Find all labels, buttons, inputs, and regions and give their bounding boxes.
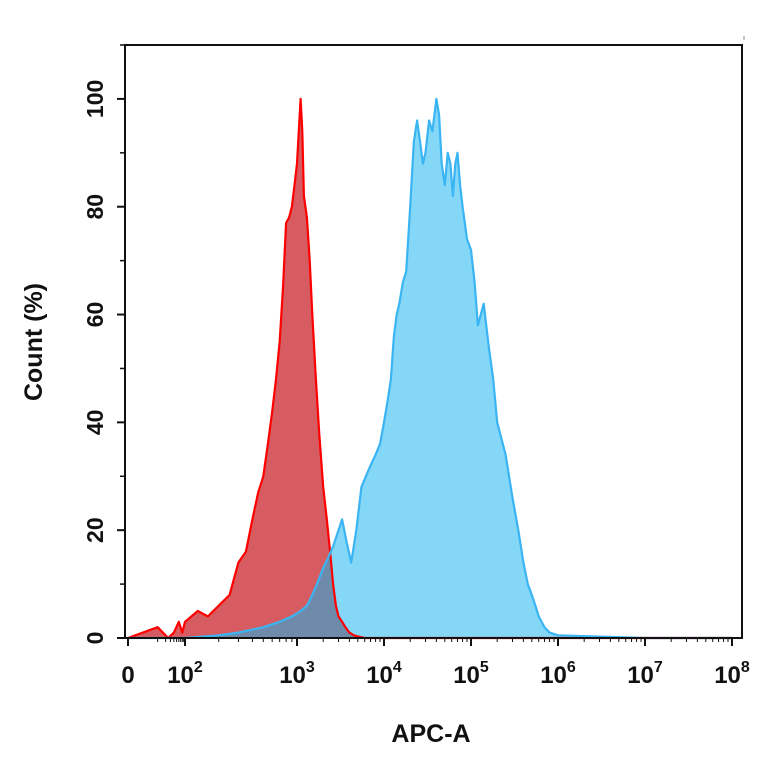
y-tick-label: 100 (82, 80, 108, 118)
x-tick-label: 104 (366, 659, 402, 689)
x-axis: 0 102 103 104 105 106 107 108 (121, 638, 750, 689)
series-layer (127, 97, 732, 640)
x-tick-label: 102 (167, 659, 203, 689)
y-tick-label: 40 (82, 410, 108, 436)
x-tick-label: 0 (121, 662, 134, 689)
y-tick-label: 0 (82, 632, 108, 645)
y-tick-label: 20 (82, 517, 108, 543)
series-2-area (128, 98, 732, 638)
x-tick-label: 108 (714, 659, 750, 689)
y-axis: 0 20 40 60 80 100 (82, 44, 125, 645)
x-tick-label: 106 (540, 659, 576, 689)
x-tick-label: 103 (279, 659, 315, 689)
plot-frame (124, 44, 743, 639)
series-overlap-tint (128, 98, 732, 638)
x-axis-title: APC-A (391, 720, 470, 748)
x-tick-label: 105 (453, 659, 489, 689)
x-tick-label: 107 (627, 659, 663, 689)
series-1-line (127, 97, 732, 640)
series-2-line (128, 97, 732, 640)
y-axis-title: Count (%) (20, 283, 48, 401)
y-tick-label: 80 (82, 194, 108, 220)
y-tick-label: 60 (82, 302, 108, 328)
